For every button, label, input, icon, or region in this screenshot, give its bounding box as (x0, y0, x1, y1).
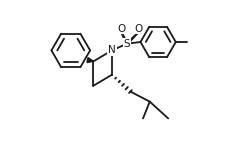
Polygon shape (87, 58, 93, 62)
Text: N: N (108, 45, 116, 55)
Text: S: S (124, 39, 130, 49)
Text: O: O (135, 24, 143, 34)
Text: O: O (117, 24, 125, 34)
